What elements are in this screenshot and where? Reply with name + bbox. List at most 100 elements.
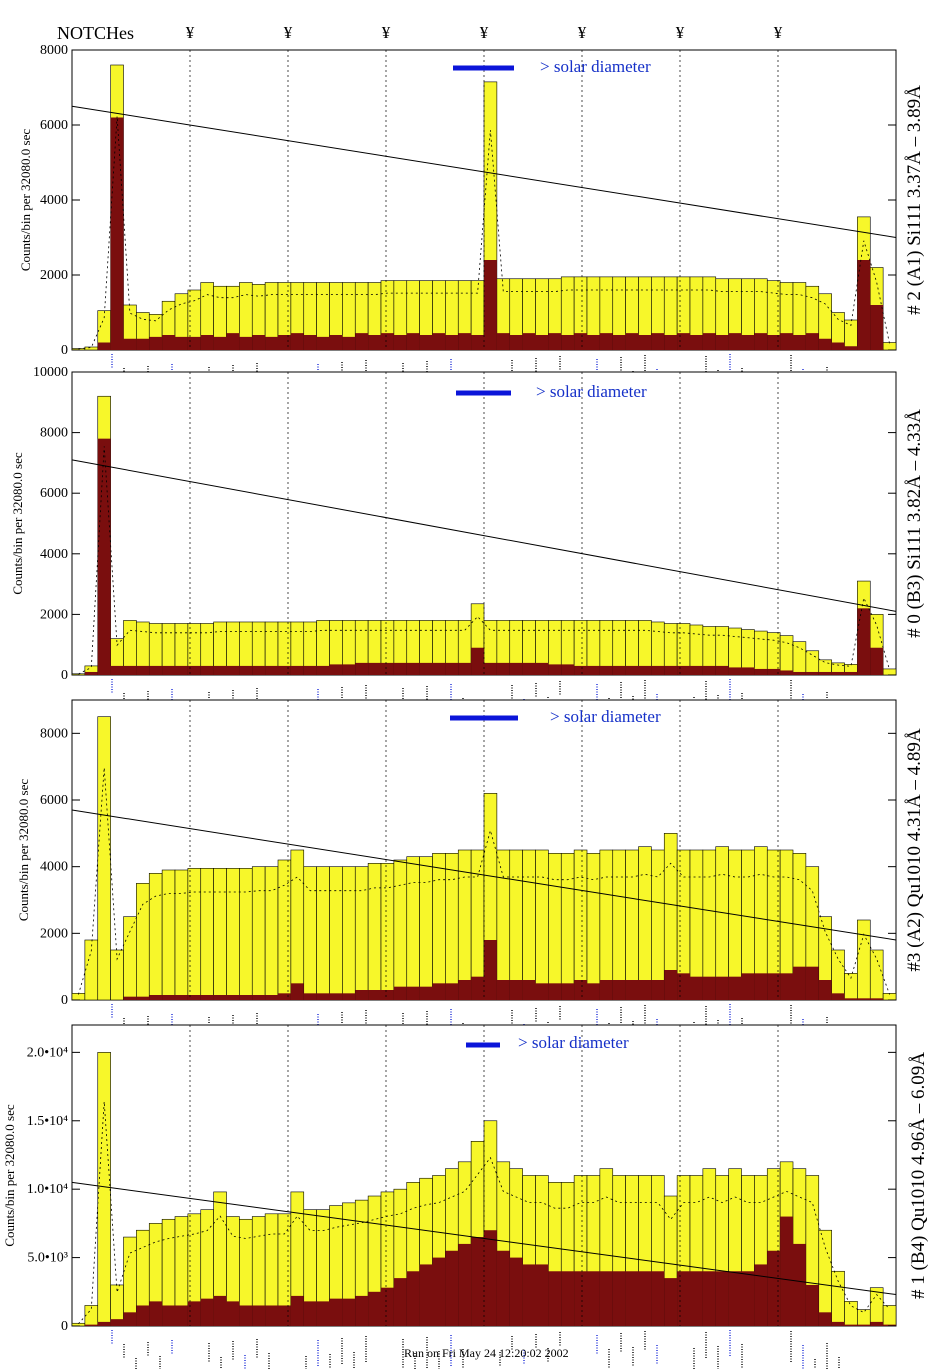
secondary-counts-bar <box>831 993 845 1000</box>
secondary-counts-bar <box>561 1271 575 1326</box>
secondary-counts-bar <box>805 966 819 1000</box>
y-tick-label: 1.0•10⁴ <box>27 1182 68 1197</box>
secondary-counts-bar <box>239 1305 253 1326</box>
total-counts-bar <box>496 849 511 1001</box>
secondary-counts-bar <box>561 664 575 675</box>
secondary-counts-bar <box>458 333 472 351</box>
secondary-counts-bar <box>638 980 652 1000</box>
secondary-counts-bar <box>767 973 781 1000</box>
y-tick-label: 0 <box>61 993 68 1008</box>
secondary-counts-bar <box>587 665 600 675</box>
secondary-counts-bar <box>522 333 536 351</box>
secondary-counts-bar <box>484 1230 497 1326</box>
total-counts-bar <box>354 866 369 1001</box>
total-counts-bar <box>97 1052 111 1327</box>
secondary-counts-bar <box>522 1264 536 1326</box>
secondary-counts-bar <box>162 995 176 1000</box>
total-counts-bar <box>303 866 317 1001</box>
secondary-counts-bar <box>381 1287 394 1326</box>
secondary-counts-bar <box>690 976 703 1000</box>
secondary-counts-bar <box>290 1295 304 1326</box>
total-counts-bar <box>651 849 665 1001</box>
secondary-counts-bar <box>664 1278 678 1326</box>
secondary-counts-bar <box>355 333 369 351</box>
secondary-counts-bar <box>149 1301 163 1326</box>
secondary-counts-bar <box>226 1301 240 1326</box>
secondary-counts-bar <box>548 664 562 675</box>
y-tick-label: 10000 <box>33 365 68 380</box>
y-tick-label: 6000 <box>40 793 68 808</box>
total-counts-bar <box>316 866 330 1001</box>
secondary-counts-bar <box>818 1312 832 1326</box>
secondary-counts-bar <box>406 662 420 675</box>
secondary-counts-bar <box>780 1216 794 1326</box>
secondary-counts-bar <box>162 1305 176 1326</box>
y-tick-label: 1.5•10⁴ <box>27 1114 68 1129</box>
secondary-counts-bar <box>677 665 691 675</box>
y-tick-label: 8000 <box>40 726 68 741</box>
secondary-counts-bar <box>265 1305 279 1326</box>
secondary-counts-bar <box>226 665 240 675</box>
secondary-counts-bar <box>290 665 304 675</box>
secondary-counts-bar <box>651 1271 665 1326</box>
secondary-counts-bar <box>599 333 613 351</box>
secondary-counts-bar <box>355 1295 369 1326</box>
secondary-counts-bar <box>638 335 652 350</box>
total-counts-bar <box>84 939 99 1001</box>
total-counts-bar <box>84 346 99 351</box>
secondary-counts-bar <box>831 1321 845 1326</box>
secondary-counts-bar <box>702 333 716 351</box>
solar-diameter-label: > solar diameter <box>518 1033 629 1052</box>
secondary-counts-bar <box>265 336 279 351</box>
secondary-counts-bar <box>561 335 575 350</box>
secondary-counts <box>97 117 884 351</box>
y-axis-label: Counts/bin per 32080.0 sec <box>10 452 25 594</box>
secondary-counts-bar <box>303 993 317 1000</box>
total-counts-bar <box>97 716 111 1001</box>
total-counts-bar <box>805 650 820 676</box>
secondary-counts-bar <box>329 1298 343 1326</box>
secondary-counts-bar <box>162 665 176 675</box>
secondary-counts-bar <box>548 983 562 1000</box>
secondary-counts-bar <box>535 335 549 350</box>
panel-title: # 1 (B4) Qu1010 4.96Å – 6.09Å <box>908 1052 929 1299</box>
secondary-counts-bar <box>548 333 562 351</box>
panel-title: #3 (A2) Qu1010 4.31Å – 4.89Å <box>904 728 925 972</box>
total-counts-bar <box>136 883 150 1001</box>
secondary-counts-bar <box>265 995 279 1000</box>
secondary-counts-bar <box>149 995 163 1000</box>
total-counts-bar <box>818 1229 832 1327</box>
y-axis-label: Counts/bin per 32080.0 sec <box>16 779 31 921</box>
secondary-counts-bar <box>831 671 845 675</box>
secondary-counts-bar <box>509 1257 523 1326</box>
total-counts-bar <box>844 1301 858 1327</box>
y-tick-label: 0 <box>61 668 68 683</box>
secondary-counts-bar <box>213 336 227 351</box>
panel-1: 0 2000 4000 6000 8000 Counts/bin per 32080.0 … <box>18 43 925 415</box>
y-tick-label: 6000 <box>40 486 68 501</box>
y-tick-label: 5.0•10³ <box>27 1251 68 1266</box>
secondary-counts-bar <box>522 662 536 675</box>
background-curve <box>78 116 890 350</box>
secondary-counts-bar <box>793 335 806 350</box>
total-counts-bar <box>625 849 639 1001</box>
secondary-counts-bar <box>625 980 639 1000</box>
total-counts-bar <box>264 866 279 1001</box>
total-counts-bar <box>123 916 137 1001</box>
secondary-counts-bar <box>175 336 188 351</box>
secondary-counts-bar <box>432 1257 446 1326</box>
secondary-counts-bar <box>432 662 446 675</box>
secondary-counts-bar <box>754 1264 768 1326</box>
secondary-counts-bar <box>432 333 446 351</box>
total-counts-bar <box>869 1287 884 1327</box>
secondary-counts-bar <box>84 671 98 675</box>
secondary-counts-bar <box>844 1324 858 1326</box>
reference-line <box>71 1181 897 1296</box>
secondary-counts-bar <box>728 976 742 1000</box>
secondary-counts-bar <box>638 1271 652 1326</box>
secondary-counts-bar <box>278 335 291 350</box>
secondary-counts-bar <box>587 1271 600 1326</box>
secondary-counts-bar <box>252 335 266 350</box>
secondary-counts-bar <box>226 333 240 351</box>
panel-title: # 2 (A1) Si111 3.37Å – 3.89Å <box>904 85 925 315</box>
